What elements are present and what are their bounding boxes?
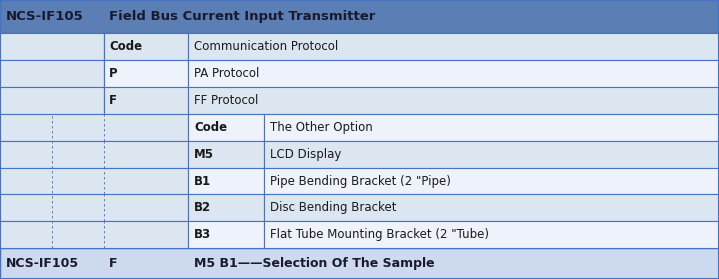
Bar <box>0 141 188 167</box>
Text: PA Protocol: PA Protocol <box>194 67 260 80</box>
Text: M5 B1——Selection Of The Sample: M5 B1——Selection Of The Sample <box>194 257 435 270</box>
Bar <box>188 222 264 248</box>
Bar <box>0 222 188 248</box>
Bar <box>188 60 719 87</box>
Bar <box>104 33 188 60</box>
Text: F: F <box>109 94 117 107</box>
Bar <box>188 141 264 167</box>
Text: Field Bus Current Input Transmitter: Field Bus Current Input Transmitter <box>109 10 375 23</box>
Bar <box>104 60 188 87</box>
Bar <box>0 33 104 60</box>
Bar <box>188 33 719 60</box>
Bar <box>264 222 719 248</box>
Bar <box>0 87 104 114</box>
Text: B2: B2 <box>194 201 211 215</box>
Text: NCS-IF105: NCS-IF105 <box>6 257 79 270</box>
Bar <box>264 167 719 194</box>
Bar <box>0 248 719 279</box>
Bar <box>188 114 264 141</box>
Bar <box>188 167 264 194</box>
Text: B1: B1 <box>194 174 211 187</box>
Text: B3: B3 <box>194 228 211 241</box>
Text: FF Protocol: FF Protocol <box>194 94 259 107</box>
Text: P: P <box>109 67 118 80</box>
Text: NCS-IF105: NCS-IF105 <box>6 10 83 23</box>
Bar <box>0 0 719 33</box>
Text: Disc Bending Bracket: Disc Bending Bracket <box>270 201 396 215</box>
Bar <box>264 141 719 167</box>
Bar <box>264 114 719 141</box>
Bar <box>0 194 188 222</box>
Text: Code: Code <box>194 121 227 134</box>
Text: Pipe Bending Bracket (2 "Pipe): Pipe Bending Bracket (2 "Pipe) <box>270 174 451 187</box>
Text: LCD Display: LCD Display <box>270 148 341 161</box>
Bar <box>188 194 264 222</box>
Text: Flat Tube Mounting Bracket (2 "Tube): Flat Tube Mounting Bracket (2 "Tube) <box>270 228 489 241</box>
Bar <box>0 114 188 141</box>
Text: F: F <box>109 257 118 270</box>
Text: Communication Protocol: Communication Protocol <box>194 40 339 53</box>
Text: The Other Option: The Other Option <box>270 121 372 134</box>
Bar <box>264 194 719 222</box>
Bar <box>104 87 188 114</box>
Bar <box>0 60 104 87</box>
Text: M5: M5 <box>194 148 214 161</box>
Bar <box>188 87 719 114</box>
Text: Code: Code <box>109 40 142 53</box>
Bar <box>0 167 188 194</box>
